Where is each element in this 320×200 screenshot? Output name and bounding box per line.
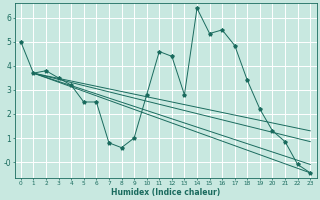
X-axis label: Humidex (Indice chaleur): Humidex (Indice chaleur) [111, 188, 220, 197]
